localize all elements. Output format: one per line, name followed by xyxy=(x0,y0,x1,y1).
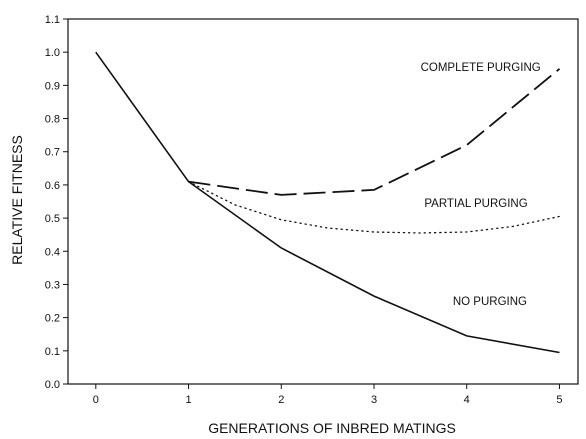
x-tick-label: 1 xyxy=(185,394,191,406)
series-annotation: COMPLETE PURGING xyxy=(421,62,541,74)
x-tick-label: 0 xyxy=(93,394,99,406)
series-group xyxy=(95,51,561,354)
series-line-partial-purging xyxy=(187,180,561,234)
y-tick-label: 0.8 xyxy=(45,114,60,126)
series-line-complete-purging xyxy=(188,68,561,196)
y-tick-label: 0.4 xyxy=(45,246,60,258)
ticks: 0 1 2 3 4 5 0.0 0.1 0.2 0.3 0.4 0.5 0.6 0.7 0.8 0.9 1.0 1… xyxy=(45,14,563,406)
series-line-no-purging xyxy=(95,51,560,354)
series-annotation: PARTIAL PURGING xyxy=(424,198,527,210)
y-tick-label: 1.0 xyxy=(45,47,60,59)
y-tick-label: 1.1 xyxy=(45,14,60,26)
y-tick-label: 0.1 xyxy=(45,346,60,358)
annotations: COMPLETE PURGING PARTIAL PURGING NO PURGIN… xyxy=(421,62,541,308)
x-tick-label: 2 xyxy=(278,394,284,406)
y-tick-label: 0.6 xyxy=(45,180,60,192)
y-tick-label: 0.0 xyxy=(45,379,60,391)
x-tick-label: 4 xyxy=(464,394,470,406)
x-tick-label: 3 xyxy=(371,394,377,406)
x-tick-label: 5 xyxy=(556,394,562,406)
y-tick-label: 0.7 xyxy=(45,147,60,159)
series-annotation: NO PURGING xyxy=(453,296,527,308)
axes xyxy=(67,18,579,385)
y-tick-label: 0.3 xyxy=(45,279,60,291)
y-tick-label: 0.9 xyxy=(45,80,60,92)
x-axis-title: GENERATIONS OF INBRED MATINGS xyxy=(208,420,456,436)
y-axis-title: RELATIVE FITNESS xyxy=(9,135,25,265)
y-tick-label: 0.5 xyxy=(45,213,60,225)
plot-frame xyxy=(67,18,579,385)
y-tick-label: 0.2 xyxy=(45,313,60,325)
